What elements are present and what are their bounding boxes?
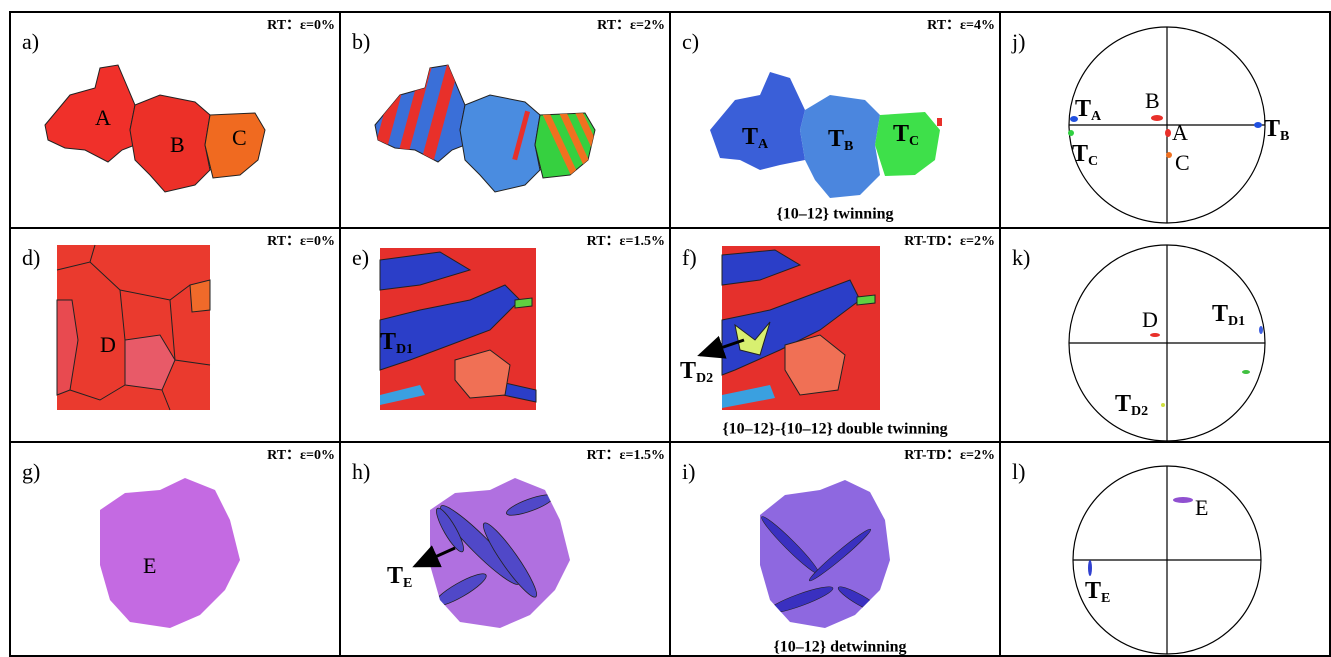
page: a)RT：ε=0%ABCb)RT：ε=2%c)RT：ε=4%{10–12} tw… <box>0 0 1331 657</box>
twin-label-main: T <box>828 126 844 152</box>
grain-label: A <box>1172 120 1188 145</box>
grain-label: E <box>1195 495 1208 520</box>
grain-label: B <box>170 132 185 157</box>
condition: RT：ε=0% <box>267 234 335 249</box>
twin-label-sub: E <box>403 576 412 591</box>
map-d <box>57 245 210 410</box>
twin-label-main: T <box>1075 96 1091 122</box>
condition: RT：ε=4% <box>927 18 995 33</box>
caption: {10–12}-{10–12} double twinning <box>722 421 947 438</box>
map-f <box>700 246 880 410</box>
twin-label-sub: D1 <box>1228 314 1245 329</box>
panel-letter: l) <box>1012 459 1025 484</box>
twin-label: TC <box>1072 141 1098 170</box>
twin-label-main: T <box>680 358 696 384</box>
condition: RT：ε=0% <box>267 18 335 33</box>
twin-label-sub: B <box>1280 129 1289 144</box>
twin-label-main: T <box>387 563 403 589</box>
twin-label: TD2 <box>680 358 713 387</box>
map-g <box>100 478 240 628</box>
twin-label-sub: C <box>1088 154 1098 169</box>
twin-label: TD1 <box>1212 301 1245 330</box>
twin-label-sub: D2 <box>696 371 713 386</box>
panel-letter: f) <box>682 245 697 270</box>
panel-letter: c) <box>682 29 699 54</box>
map-i <box>758 480 890 628</box>
twin-label-main: T <box>893 121 909 147</box>
map-b <box>367 60 620 196</box>
twin-label-sub: D2 <box>1131 404 1148 419</box>
twin-label-main: T <box>1212 301 1228 327</box>
condition: RT：ε=2% <box>597 18 665 33</box>
twin-label-sub: C <box>909 134 919 149</box>
twin-label-main: T <box>1085 578 1101 604</box>
grain-label: D <box>100 332 116 357</box>
twin-label-sub: A <box>1091 109 1102 124</box>
panel-letter: d) <box>22 245 40 270</box>
grain-label: D <box>1142 307 1158 332</box>
panel-letter: h) <box>352 459 370 484</box>
panel-letter: a) <box>22 29 39 54</box>
twin-label-main: T <box>380 329 396 355</box>
condition: RT-TD：ε=2% <box>904 448 995 463</box>
panel-letter: e) <box>352 245 369 270</box>
twin-label: TE <box>387 563 412 592</box>
twin-label-sub: D1 <box>396 342 413 357</box>
twin-label: TA <box>1075 96 1102 125</box>
grain-label: A <box>95 105 111 130</box>
panel-letter: i) <box>682 459 695 484</box>
panel-letter: g) <box>22 459 40 484</box>
condition: RT：ε=1.5% <box>587 234 665 249</box>
twin-label-main: T <box>1115 391 1131 417</box>
panel-letter: j) <box>1011 29 1025 54</box>
condition: RT-TD：ε=2% <box>904 234 995 249</box>
condition: RT：ε=1.5% <box>587 448 665 463</box>
map-e <box>380 248 536 410</box>
twin-label-sub: A <box>758 137 769 152</box>
twin-label-main: T <box>1072 141 1088 167</box>
twin-label-sub: B <box>844 139 853 154</box>
twin-label: TB <box>1264 116 1289 145</box>
caption: {10–12} detwinning <box>773 639 906 656</box>
condition: RT：ε=0% <box>267 448 335 463</box>
grain-label: C <box>1175 150 1190 175</box>
map-h <box>415 478 570 628</box>
twin-label: TD2 <box>1115 391 1148 420</box>
twin-label-sub: E <box>1101 591 1110 606</box>
caption: {10–12} twinning <box>776 206 893 223</box>
pole-points <box>1068 115 1263 576</box>
grain-label: B <box>1145 88 1160 113</box>
twin-label-main: T <box>742 124 758 150</box>
twin-label: TE <box>1085 578 1110 607</box>
grain-label: C <box>232 125 247 150</box>
panel-letter: b) <box>352 29 370 54</box>
grain-label: E <box>143 553 156 578</box>
panel-letter: k) <box>1012 245 1030 270</box>
twin-label-main: T <box>1264 116 1280 142</box>
figure: a)RT：ε=0%ABCb)RT：ε=2%c)RT：ε=4%{10–12} tw… <box>0 0 1331 657</box>
